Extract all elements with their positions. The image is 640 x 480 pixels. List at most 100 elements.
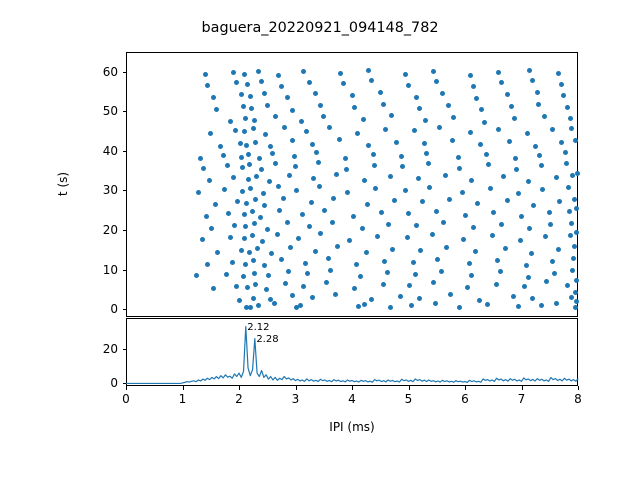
scatter-point — [387, 304, 393, 310]
scatter-point — [290, 293, 296, 299]
scatter-point — [233, 283, 239, 289]
scatter-point — [321, 113, 327, 119]
scatter-point — [245, 176, 251, 182]
scatter-point — [278, 83, 284, 89]
scatter-point — [513, 155, 519, 161]
scatter-point — [573, 205, 579, 211]
scatter-point — [521, 284, 527, 290]
scatter-point — [404, 235, 410, 241]
scatter-point — [445, 102, 451, 108]
scatter-point — [485, 301, 491, 307]
scatter-point — [417, 295, 423, 301]
scatter-point — [570, 173, 576, 179]
scatter-point — [365, 202, 371, 208]
scatter-point — [301, 69, 307, 75]
y-tick-label: 30 — [102, 183, 118, 198]
scatter-point — [357, 273, 363, 279]
scatter-point — [421, 140, 427, 146]
scatter-point — [205, 83, 211, 89]
scatter-point — [233, 80, 239, 86]
scatter-point — [529, 250, 535, 256]
y-tick-mark — [122, 111, 126, 113]
scatter-point — [225, 163, 231, 169]
scatter-point — [412, 272, 418, 278]
scatter-point — [540, 186, 546, 192]
scatter-point — [203, 213, 209, 219]
scatter-point — [386, 221, 392, 227]
scatter-point — [406, 211, 411, 217]
scatter-point — [424, 151, 430, 157]
scatter-point — [380, 282, 386, 288]
scatter-point — [538, 303, 544, 309]
scatter-point — [384, 270, 390, 276]
x-tick-mark — [408, 386, 410, 390]
scatter-point — [328, 267, 334, 273]
scatter-point — [236, 298, 242, 304]
x-tick-mark — [126, 386, 128, 390]
scatter-point — [416, 175, 422, 181]
scatter-point — [251, 258, 257, 264]
scatter-point — [259, 167, 265, 173]
y-tick-mark — [122, 269, 126, 271]
scatter-point — [278, 257, 284, 263]
scatter-point — [554, 301, 560, 307]
scatter-point — [535, 102, 541, 108]
scatter-point — [350, 214, 356, 220]
scatter-point — [220, 153, 226, 159]
x-tick-mark — [182, 386, 184, 390]
scatter-point — [439, 91, 445, 97]
scatter-point — [572, 244, 578, 250]
scatter-point — [565, 105, 571, 111]
histogram-trace-line — [125, 326, 579, 385]
scatter-point — [360, 116, 366, 122]
scatter-point — [333, 172, 339, 178]
y-tick-label: 10 — [102, 262, 118, 277]
scatter-point — [316, 183, 322, 189]
scatter-point — [301, 284, 307, 290]
scatter-point — [263, 131, 269, 137]
scatter-point — [380, 101, 386, 107]
scatter-point — [541, 113, 547, 119]
scatter-point — [433, 300, 439, 306]
scatter-point — [253, 139, 259, 145]
scatter-point — [486, 162, 492, 168]
y-tick-label: 50 — [102, 104, 118, 119]
scatter-point — [311, 176, 317, 182]
scatter-point — [461, 236, 467, 242]
scatter-point — [352, 285, 358, 291]
x-tick-label: 3 — [291, 392, 300, 406]
scatter-point — [248, 185, 254, 191]
scatter-point — [534, 90, 540, 96]
scatter-point — [243, 115, 249, 121]
scatter-point — [230, 175, 236, 181]
scatter-point — [309, 142, 315, 148]
scatter-point — [547, 210, 553, 216]
x-tick-mark — [352, 386, 354, 390]
y-tick-label: 60 — [102, 64, 118, 79]
scatter-point — [565, 282, 571, 288]
scatter-point — [459, 189, 465, 195]
scatter-point — [329, 219, 335, 225]
scatter-point — [239, 248, 245, 254]
scatter-point — [252, 197, 258, 203]
x-tick-label: 5 — [404, 392, 413, 406]
scatter-point — [403, 72, 409, 78]
scatter-point — [312, 91, 318, 97]
scatter-point — [567, 116, 573, 122]
scatter-point — [289, 138, 295, 144]
scatter-point — [257, 214, 263, 220]
scatter-point — [525, 274, 531, 280]
scatter-point — [344, 190, 350, 196]
scatter-point — [250, 126, 256, 132]
scatter-point — [294, 305, 300, 310]
scatter-point — [478, 142, 484, 148]
scatter-point — [250, 233, 256, 239]
scatter-point — [355, 130, 361, 136]
scatter-point — [417, 106, 423, 112]
scatter-point — [403, 187, 409, 193]
scatter-point — [244, 142, 250, 148]
scatter-point — [563, 150, 569, 156]
scatter-point — [263, 286, 269, 292]
scatter-point — [544, 279, 550, 285]
scatter-point — [253, 282, 259, 288]
